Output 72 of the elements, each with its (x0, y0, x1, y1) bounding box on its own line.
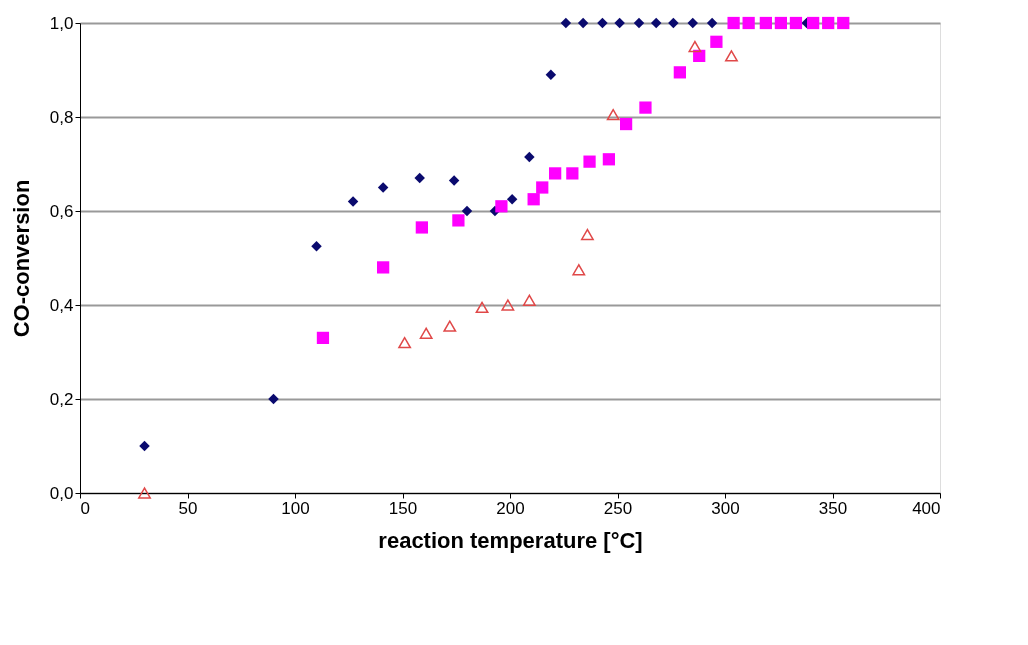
point (398, 336, 412, 349)
point (725, 50, 738, 62)
point (139, 440, 150, 452)
y-tick-label: 0,6 (49, 201, 74, 221)
point (668, 17, 679, 29)
point (475, 301, 489, 314)
point (524, 151, 535, 163)
point (759, 16, 772, 30)
point (742, 16, 755, 30)
x-tick-label: 150 (388, 498, 418, 518)
y-tick-label: 0,2 (49, 389, 74, 409)
point (316, 331, 330, 345)
point (268, 393, 279, 405)
point (614, 17, 625, 29)
point (706, 17, 718, 29)
x-tick-label: 350 (818, 498, 848, 518)
point (522, 294, 536, 306)
x-tick-label: 0 (80, 498, 90, 518)
point (583, 155, 596, 168)
point (606, 108, 620, 121)
point (377, 182, 389, 193)
point (377, 261, 390, 274)
point (501, 299, 515, 311)
y-tick-label: 0,8 (49, 107, 74, 127)
y-tick-label: 0,0 (49, 483, 74, 503)
point (597, 17, 608, 29)
point (527, 193, 540, 206)
point (566, 167, 579, 180)
point (549, 167, 562, 180)
point (789, 16, 803, 30)
point (560, 17, 572, 29)
x-tick-label: 300 (711, 498, 740, 518)
point (347, 196, 359, 207)
point (577, 17, 589, 29)
x-tick-label: 200 (496, 498, 525, 518)
point (807, 16, 820, 30)
point (448, 175, 460, 186)
point (837, 16, 850, 30)
point (710, 35, 723, 48)
x-tick-label: 250 (603, 498, 633, 518)
point (687, 17, 698, 29)
point (650, 17, 662, 29)
point (688, 40, 702, 53)
point (138, 487, 151, 499)
point (619, 117, 633, 131)
y-tick-label: 0,4 (49, 295, 74, 315)
point (506, 194, 518, 205)
y-axis-title: CO-conversion (8, 179, 34, 338)
x-tick-label: 400 (912, 498, 941, 518)
point (822, 16, 835, 30)
point (452, 214, 465, 227)
point (536, 181, 549, 194)
point (311, 241, 322, 252)
point (415, 221, 428, 234)
point (774, 16, 788, 30)
y-tick-label: 1,0 (49, 13, 74, 33)
point (461, 205, 473, 217)
x-tick-label: 100 (281, 498, 310, 518)
point (545, 69, 557, 80)
point (602, 153, 616, 166)
x-tick-label: 50 (178, 498, 198, 518)
point (673, 66, 686, 79)
point (580, 228, 594, 241)
point (639, 101, 652, 114)
point (633, 17, 645, 29)
x-axis-title: reaction temperature [°C] (378, 527, 643, 553)
point (414, 172, 425, 184)
point (419, 327, 433, 339)
point (443, 320, 457, 332)
point (727, 16, 740, 30)
point (495, 200, 508, 213)
point (572, 264, 586, 276)
